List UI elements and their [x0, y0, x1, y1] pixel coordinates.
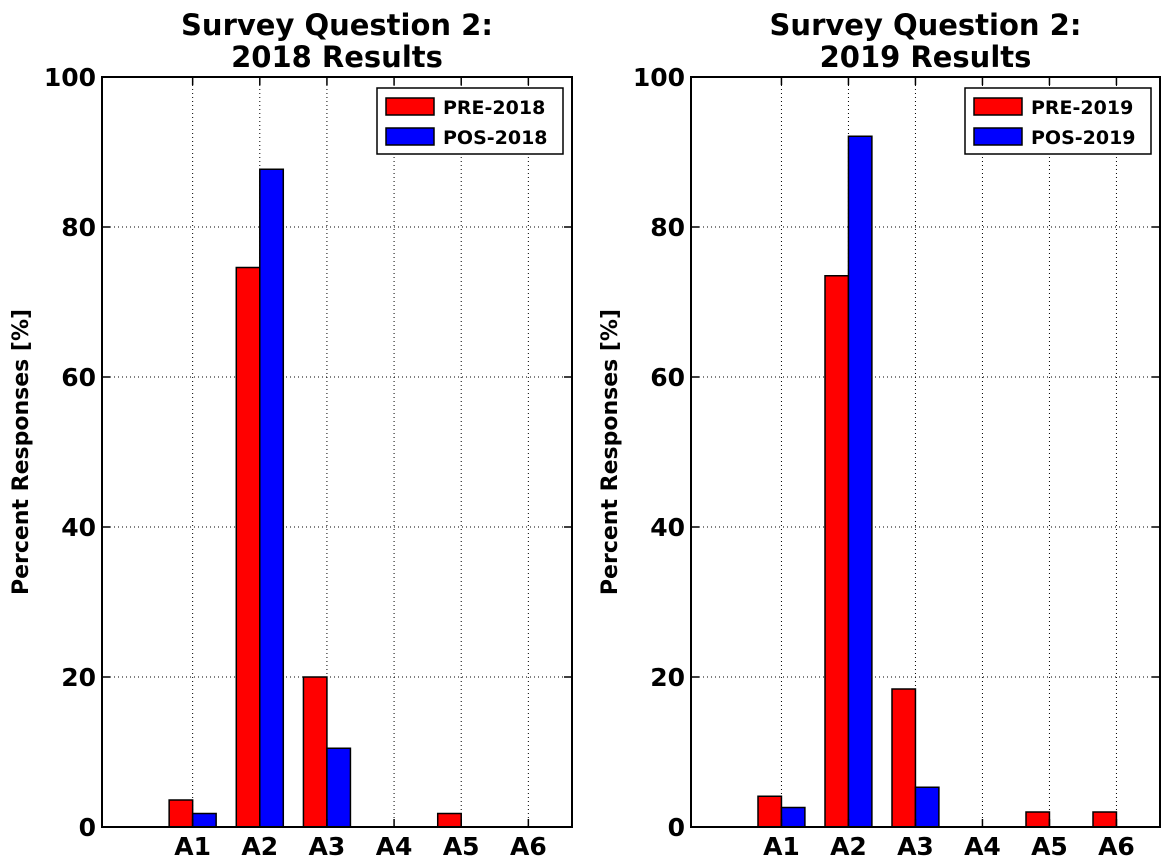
bar-pre-a1 [169, 800, 193, 827]
y-tick-label: 40 [61, 513, 96, 542]
legend-label-pos: POS-2018 [443, 127, 548, 149]
plot-area [691, 77, 1160, 827]
y-axis-label: Percent Responses [%] [9, 309, 34, 595]
x-tick-label: A6 [510, 832, 547, 858]
legend-swatch-pos [974, 128, 1022, 145]
x-tick-label: A1 [763, 832, 800, 858]
bar-pre-a1 [758, 796, 781, 827]
legend-swatch-pre [974, 98, 1022, 115]
chart-title-line1: Survey Question 2: [181, 8, 493, 42]
x-tick-label: A3 [897, 832, 934, 858]
y-tick-label: 20 [61, 663, 96, 692]
plot-area [102, 77, 572, 827]
x-tick-label: A4 [376, 832, 413, 858]
bar-pre-a2 [236, 268, 259, 828]
bar-pre-a3 [892, 689, 915, 827]
x-tick-label: A3 [309, 832, 346, 858]
x-tick-label: A1 [174, 832, 211, 858]
y-tick-label: 20 [650, 663, 685, 692]
y-tick-label: 0 [79, 813, 96, 842]
bar-pre-a5 [1026, 812, 1049, 827]
chart-title-line1: Survey Question 2: [770, 8, 1082, 42]
bar-pos-a1 [781, 808, 804, 828]
x-tick-label: A2 [830, 832, 867, 858]
x-tick-label: A5 [1031, 832, 1068, 858]
bar-pos-a2 [260, 169, 284, 827]
y-axis-label: Percent Responses [%] [598, 309, 623, 595]
y-tick-label: 0 [668, 813, 685, 842]
bar-pos-a3 [915, 787, 938, 827]
bar-pre-a6 [1093, 812, 1116, 827]
bar-pos-a2 [848, 136, 871, 827]
bar-pre-a5 [438, 814, 462, 828]
bar-pre-a2 [825, 276, 848, 827]
x-tick-label: A6 [1098, 832, 1135, 858]
legend: PRE-2019 POS-2019 [965, 88, 1151, 154]
y-tick-label: 40 [650, 513, 685, 542]
legend-label-pre: PRE-2018 [443, 97, 545, 119]
chart-title-line2: 2019 Results [820, 40, 1032, 74]
legend-label-pos: POS-2019 [1031, 127, 1136, 149]
y-tick-label: 100 [633, 63, 685, 92]
legend: PRE-2018 POS-2018 [377, 88, 563, 154]
x-tick-label: A5 [443, 832, 480, 858]
legend-swatch-pos [386, 128, 434, 145]
x-tick-label: A2 [241, 832, 278, 858]
bar-pos-a3 [327, 748, 351, 827]
legend-swatch-pre [386, 98, 434, 115]
x-tick-label: A4 [964, 832, 1001, 858]
y-tick-label: 80 [650, 213, 685, 242]
bar-pos-a1 [193, 814, 217, 828]
y-tick-label: 60 [650, 363, 685, 392]
legend-label-pre: PRE-2019 [1031, 97, 1133, 119]
y-tick-label: 60 [61, 363, 96, 392]
y-tick-label: 100 [44, 63, 96, 92]
bar-pre-a3 [303, 677, 327, 827]
y-tick-label: 80 [61, 213, 96, 242]
chart-title-line2: 2018 Results [231, 40, 443, 74]
